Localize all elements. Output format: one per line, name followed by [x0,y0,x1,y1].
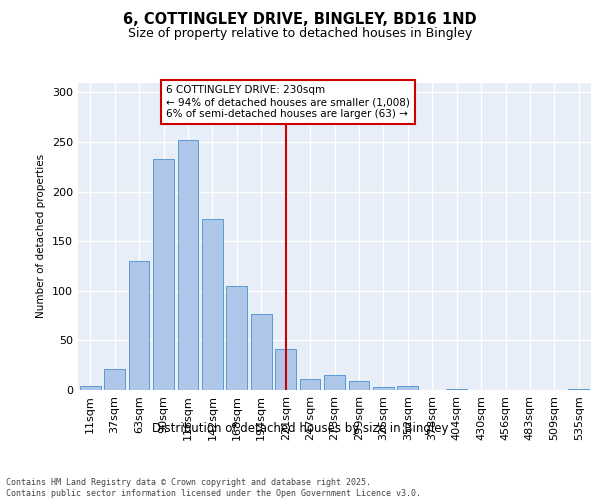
Text: 6, COTTINGLEY DRIVE, BINGLEY, BD16 1ND: 6, COTTINGLEY DRIVE, BINGLEY, BD16 1ND [123,12,477,28]
Bar [275,350,296,390]
Bar [349,381,370,390]
Bar [397,386,418,390]
Y-axis label: Number of detached properties: Number of detached properties [37,154,46,318]
Text: Contains HM Land Registry data © Crown copyright and database right 2025.
Contai: Contains HM Land Registry data © Crown c… [6,478,421,498]
Bar [568,389,589,390]
Bar [299,379,320,390]
Bar [128,261,149,390]
Bar [446,389,467,390]
Bar [153,159,174,390]
Bar [104,369,125,390]
Bar [80,386,101,390]
Text: Size of property relative to detached houses in Bingley: Size of property relative to detached ho… [128,28,472,40]
Text: Distribution of detached houses by size in Bingley: Distribution of detached houses by size … [152,422,448,435]
Text: 6 COTTINGLEY DRIVE: 230sqm
← 94% of detached houses are smaller (1,008)
6% of se: 6 COTTINGLEY DRIVE: 230sqm ← 94% of deta… [166,86,410,118]
Bar [202,220,223,390]
Bar [324,375,345,390]
Bar [178,140,199,390]
Bar [226,286,247,390]
Bar [373,387,394,390]
Bar [251,314,272,390]
